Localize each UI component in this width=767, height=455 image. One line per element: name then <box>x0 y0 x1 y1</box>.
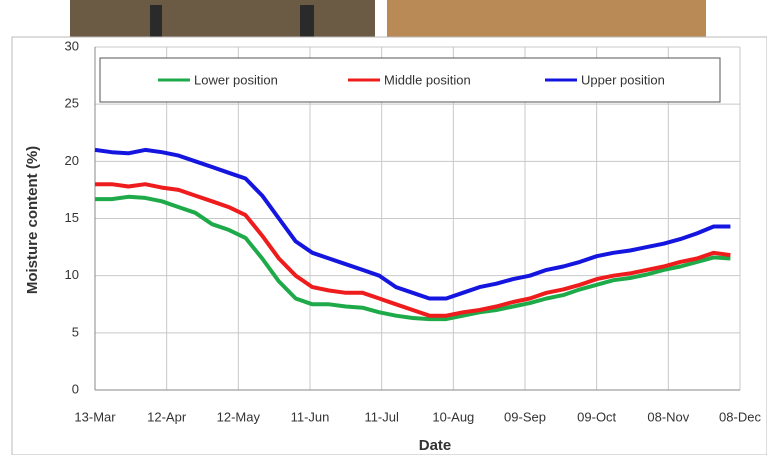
y-tick-label: 5 <box>72 324 79 339</box>
x-tick-label: 11-Jul <box>364 409 399 424</box>
data-line <box>94 147 731 301</box>
data-line <box>95 182 731 318</box>
legend-label: Lower position <box>194 72 278 87</box>
x-tick-label: 09-Sep <box>504 409 546 424</box>
y-tick-label: 25 <box>65 96 79 111</box>
y-tick-label: 10 <box>65 267 79 282</box>
legend-label: Upper position <box>581 72 665 87</box>
legend-box <box>99 57 721 103</box>
y-tick-label: 30 <box>65 38 79 53</box>
photo-detail <box>150 5 162 37</box>
x-tick-label: 11-Jun <box>291 409 330 424</box>
chart-frame <box>11 36 767 455</box>
data-line <box>95 194 731 322</box>
y-axis-label: Moisture content (%) <box>24 146 41 294</box>
photo <box>70 0 375 37</box>
photo-detail <box>300 5 314 37</box>
x-tick-label: 10-Aug <box>432 409 474 424</box>
legend-label: Middle position <box>384 72 471 87</box>
x-tick-label: 12-Apr <box>147 409 187 424</box>
y-tick-label: 0 <box>72 381 79 396</box>
x-tick-label: 08-Dec <box>719 409 761 424</box>
x-tick-label: 09-Oct <box>577 409 616 424</box>
y-tick-label: 20 <box>65 153 79 168</box>
photo <box>387 0 706 37</box>
x-tick-label: 13-Mar <box>74 409 116 424</box>
x-tick-label: 12-May <box>217 409 261 424</box>
y-tick-label: 15 <box>65 210 79 225</box>
x-axis-label: Date <box>419 437 452 454</box>
x-tick-label: 08-Nov <box>647 409 689 424</box>
